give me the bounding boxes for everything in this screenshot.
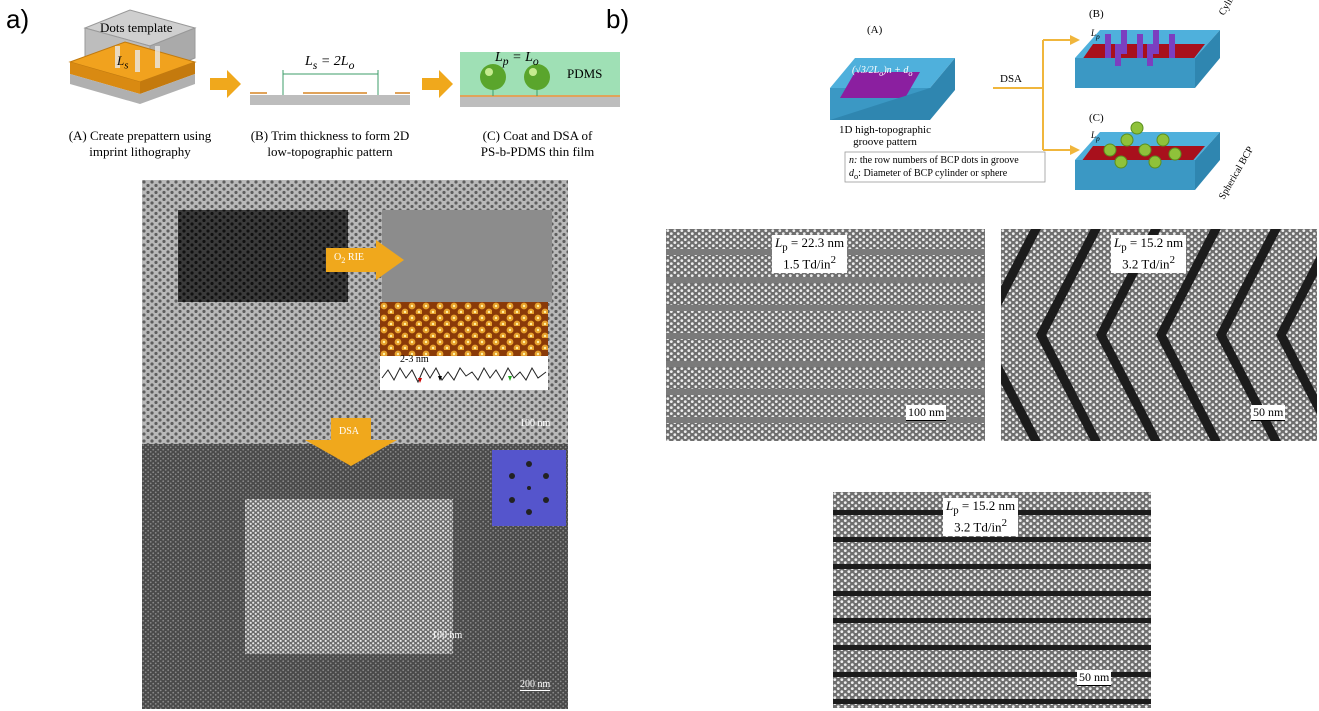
o2-rie-label: O2 RIE <box>334 252 365 265</box>
panel-b-schematic-drawing <box>830 30 1220 190</box>
panel-a-sem-bottom: 100 nm 200 nm <box>142 444 568 709</box>
sem-b-horizontal-scale: 100 nm <box>906 405 947 421</box>
scale-bar-mid: 100 nm <box>432 630 463 641</box>
fft-inset <box>492 450 566 526</box>
caption-a-step-a: (A) Create prepattern using imprint litho… <box>68 128 212 160</box>
sem-b-lines: Lp = 15.2 nm 3.2 Td/in2 50 nm <box>833 492 1151 708</box>
lp-label-sph: Lp <box>1091 130 1100 143</box>
trim-spacing-label: Ls = 2Lo <box>305 54 355 72</box>
sem-b-lines-label: Lp = 15.2 nm 3.2 Td/in2 <box>943 498 1019 537</box>
scale-bar-top: 100 nm <box>520 418 551 429</box>
ls-label: Ls <box>117 53 129 72</box>
dots-template-label: Dots template <box>100 20 173 35</box>
panel-b-label: b) <box>606 4 630 34</box>
sem-top-texture <box>142 180 568 444</box>
sem-b-chevron-label: Lp = 15.2 nm 3.2 Td/in2 <box>1111 235 1187 274</box>
sem-b-chevron: Lp = 15.2 nm 3.2 Td/in2 50 nm <box>1001 229 1317 441</box>
dsa-label-b: DSA <box>1000 73 1023 85</box>
dsa-arrow-label: DSA <box>339 426 360 437</box>
afm-profile: 2-3 nm <box>380 354 548 390</box>
scale-bar-bottom: 200 nm <box>520 679 551 691</box>
afm-height-label: 2-3 nm <box>400 354 429 365</box>
coat-spacing-label: Lp = Lo <box>495 50 539 68</box>
o2-rie-arrow: O2 RIE <box>326 240 406 280</box>
caption-a-step-c: (C) Coat and DSA of PS-b-PDMS thin film <box>480 128 595 160</box>
schematic-b-label-b: (B) <box>1089 8 1104 20</box>
panel-a-sem-top: O2 RIE 2-3 nm 100 nm <box>142 180 568 444</box>
panel-a-schematic-drawing <box>68 9 620 107</box>
sem-b-chevron-scale: 50 nm <box>1251 405 1286 421</box>
schematic-b-label-a: (A) <box>867 24 883 36</box>
lp-label-cyl: Lp <box>1091 28 1100 41</box>
afm-profile-trace <box>381 366 547 384</box>
sem-b-lines-scale: 50 nm <box>1077 670 1112 686</box>
pdms-label: PDMS <box>567 66 603 81</box>
caption-a-step-b: (B) Trim thickness to form 2D low-topogra… <box>250 128 410 160</box>
panel-b-schematic: (A) (B) (C) (√3/2Lo)n + do DSA 1D high-t… <box>825 0 1265 205</box>
sem-b-horizontal: Lp = 22.3 nm 1.5 Td/in2 100 nm <box>666 229 985 441</box>
dsa-arrow: DSA <box>305 418 397 466</box>
schematic-b-label-c: (C) <box>1089 112 1104 124</box>
sem-bottom-texture <box>142 444 568 709</box>
sem-b-horizontal-label: Lp = 22.3 nm 1.5 Td/in2 <box>772 235 848 274</box>
panel-a-schematic: Dots template Ls Ls = 2Lo Lp = Lo PDMS (… <box>55 0 625 170</box>
panel-a-label: a) <box>6 4 30 34</box>
afm-inset <box>380 302 548 356</box>
groove-pattern-caption: 1D high-topographic groove pattern <box>839 124 931 149</box>
schematic-b-legend: n: the row numbers of BCP dots in groove… <box>849 155 1019 181</box>
groove-width-formula: (√3/2Lo)n + do <box>852 65 913 78</box>
